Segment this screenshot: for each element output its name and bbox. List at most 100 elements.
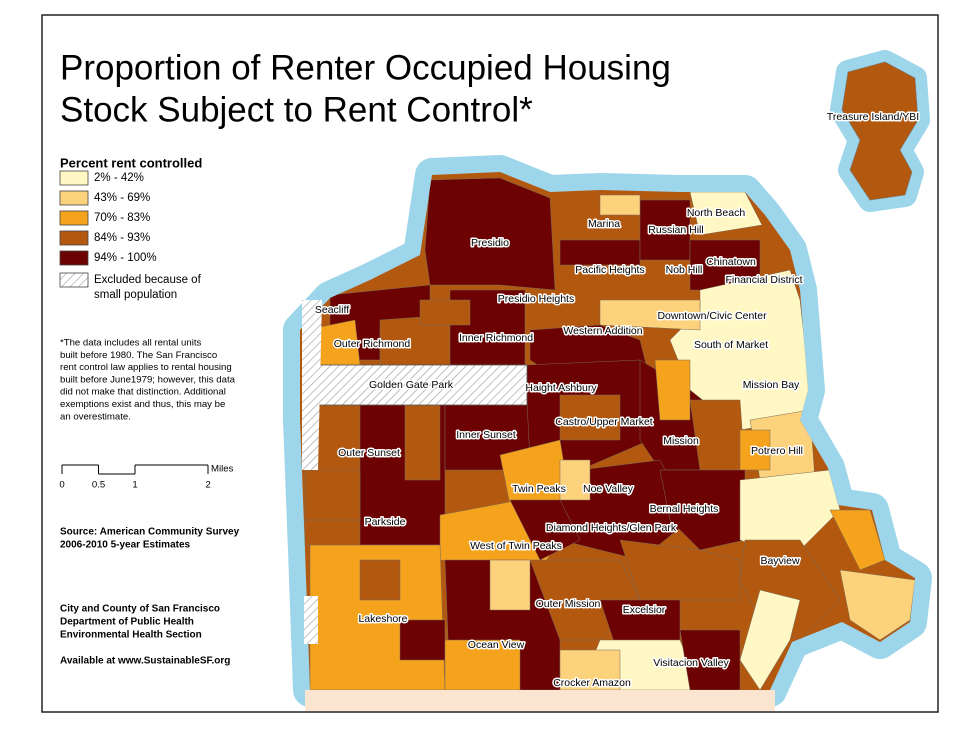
- neighborhood-label: Lakeshore: [358, 613, 407, 625]
- neighborhood-label: Inner Richmond: [459, 332, 533, 344]
- tract: [739, 589, 801, 690]
- legend-label: 94% - 100%: [94, 252, 157, 264]
- treasure-island: [841, 61, 919, 201]
- tract: [559, 649, 621, 690]
- tract: [659, 469, 746, 551]
- neighborhood-label: North Beach: [687, 207, 746, 219]
- neighborhood-label: Marina: [588, 218, 620, 230]
- title: Stock Subject to Rent Control*: [60, 90, 533, 129]
- title: Proportion of Renter Occupied Housing: [60, 48, 671, 87]
- legend-label: small population: [94, 289, 177, 301]
- neighborhood-label: Noe Valley: [583, 483, 634, 495]
- note-line: built before 1980. The San Francisco: [60, 350, 217, 361]
- neighborhood-label: Presidio Heights: [498, 293, 574, 305]
- notes: *The data includes all rental unitsbuilt…: [60, 338, 240, 641]
- note-line: *The data includes all rental units: [60, 338, 202, 349]
- tract: [739, 469, 841, 561]
- neighborhood-label: Nob Hill: [666, 264, 703, 276]
- note-line: an overestimate.: [60, 411, 131, 422]
- credit-line: Department of Public Health: [60, 617, 194, 628]
- neighborhood-label: Mission Bay: [743, 379, 800, 391]
- legend-swatch: [59, 250, 89, 266]
- neighborhood-label: West of Twin Peaks: [470, 540, 562, 552]
- tract: [489, 559, 531, 611]
- tract: [559, 239, 641, 266]
- tract: [839, 569, 915, 641]
- tract: [559, 394, 621, 441]
- source-line: Source: American Community Survey: [60, 527, 240, 538]
- note-line: built before June1979; however, this dat…: [60, 374, 236, 385]
- legend-label: Excluded because of: [94, 274, 202, 286]
- tract: [739, 429, 771, 471]
- neighborhood-label: Bernal Heights: [650, 503, 719, 515]
- neighborhood-label: Chinatown: [706, 256, 756, 268]
- neighborhood-label: Crocker Amazon: [553, 677, 631, 689]
- tract: [619, 539, 741, 601]
- excluded-area: [304, 596, 318, 644]
- neighborhood-label: Pacific Heights: [575, 264, 644, 276]
- neighborhood-label: Russian Hill: [648, 224, 703, 236]
- tract: [424, 177, 556, 291]
- neighborhood-label: Twin Peaks: [512, 483, 566, 495]
- neighborhood-label: Diamond Heights/Glen Park: [546, 522, 677, 534]
- neighborhood-label: Downtown/Civic Center: [657, 310, 767, 322]
- credit-line: Environmental Health Section: [60, 630, 202, 641]
- tract: [404, 404, 441, 481]
- legend-label: 2% - 42%: [94, 172, 144, 184]
- neighborhood-label: Mission: [663, 435, 699, 447]
- scale-label: 2: [205, 480, 210, 491]
- neighborhood-label: Inner Sunset: [456, 429, 516, 441]
- tract: [599, 299, 701, 331]
- neighborhood-label: South of Market: [694, 339, 768, 351]
- tract: [559, 459, 591, 501]
- neighborhood-label: Haight Ashbury: [525, 382, 597, 394]
- scale-label: 0: [59, 480, 64, 491]
- neighborhood-label: Potrero Hill: [751, 445, 803, 457]
- website: Available at www.SustainableSF.org: [60, 656, 230, 667]
- neighborhood-label: Visitacion Valley: [653, 657, 729, 669]
- neighborhood-label: Presidio: [471, 237, 509, 249]
- neighborhood-label: Treasure Island/YBI: [827, 111, 919, 123]
- legend-label: 43% - 69%: [94, 192, 150, 204]
- neighborhood-label: Castro/Upper Market: [555, 416, 653, 428]
- neighborhood-label: Outer Sunset: [338, 447, 400, 459]
- neighborhood-label: Ocean View: [468, 639, 525, 651]
- scale-label: 0.5: [92, 480, 105, 491]
- san-mateo-county: [305, 690, 775, 711]
- neighborhood-label: Bayview: [760, 555, 800, 567]
- golden-gate-park: [304, 364, 528, 406]
- note-line: did not make that distinction. Additiona…: [60, 387, 226, 398]
- neighborhood-label: Golden Gate Park: [369, 379, 454, 391]
- legend-title: Percent rent controlled: [60, 155, 202, 170]
- tract: [679, 629, 741, 690]
- neighborhood-label: Seacliff: [315, 304, 349, 316]
- note-line: exemptions exist and thus, this may be: [60, 399, 225, 410]
- note-line: rent control law applies to rental housi…: [60, 362, 232, 373]
- neighborhood-labels: Treasure Island/YBI North Beach Marina Russ…: [313, 109, 920, 690]
- tract: [599, 194, 641, 216]
- neighborhood-label: Excelsior: [623, 604, 666, 616]
- scale-label: 1: [132, 480, 137, 491]
- tracts: [304, 177, 915, 690]
- legend-label: 84% - 93%: [94, 232, 150, 244]
- tract: [654, 359, 691, 421]
- neighborhood-label: Parkside: [365, 516, 406, 528]
- credit-line: City and County of San Francisco: [60, 604, 220, 615]
- tract: [304, 469, 361, 521]
- tract: [359, 559, 401, 601]
- tract: [399, 619, 446, 661]
- legend-swatch: [59, 190, 89, 206]
- neighborhood-label: Outer Richmond: [334, 338, 411, 350]
- tract: [444, 639, 521, 690]
- legend-swatch: [59, 272, 89, 288]
- tract: [689, 191, 763, 236]
- tract: [419, 299, 471, 326]
- legend-swatch: [59, 210, 89, 226]
- legend-swatch: [59, 170, 89, 186]
- tract: [829, 509, 886, 571]
- scale-unit: Miles: [211, 464, 234, 475]
- neighborhood-label: Outer Mission: [536, 598, 601, 610]
- legend-swatch: [59, 230, 89, 246]
